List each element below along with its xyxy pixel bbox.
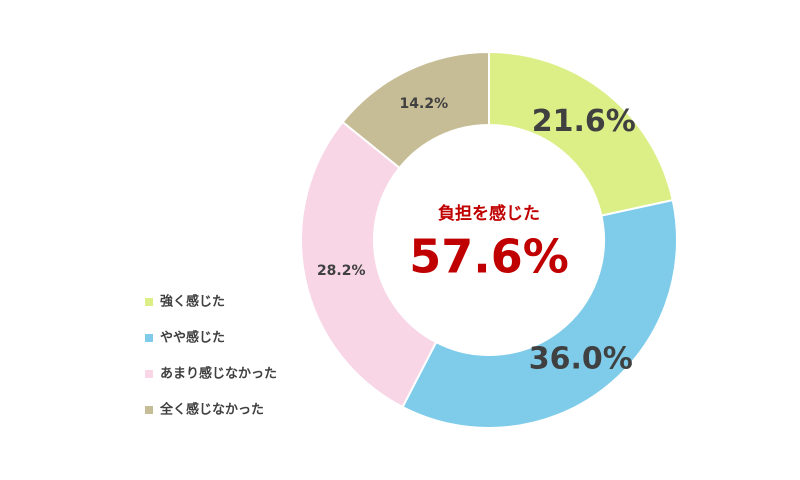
donut-segment bbox=[341, 50, 490, 170]
legend-swatch bbox=[145, 298, 153, 306]
legend-label: 強く感じた bbox=[160, 294, 225, 310]
legend-swatch bbox=[145, 406, 153, 414]
donut-segment bbox=[488, 50, 674, 217]
legend-label: やや感じた bbox=[160, 330, 225, 346]
legend-label: あまり感じなかった bbox=[160, 366, 277, 382]
legend-swatch bbox=[145, 370, 153, 378]
value-label: 28.2% bbox=[317, 263, 366, 279]
value-label: 21.6% bbox=[532, 104, 636, 139]
value-label: 36.0% bbox=[529, 341, 633, 376]
value-label: 14.2% bbox=[400, 96, 449, 112]
legend-label: 全く感じなかった bbox=[159, 402, 264, 418]
legend-swatch bbox=[145, 334, 153, 342]
center-value: 57.6% bbox=[409, 230, 569, 284]
center-title: 負担を感じた bbox=[438, 203, 540, 224]
donut-segment bbox=[300, 120, 438, 409]
donut-segment bbox=[401, 198, 678, 429]
